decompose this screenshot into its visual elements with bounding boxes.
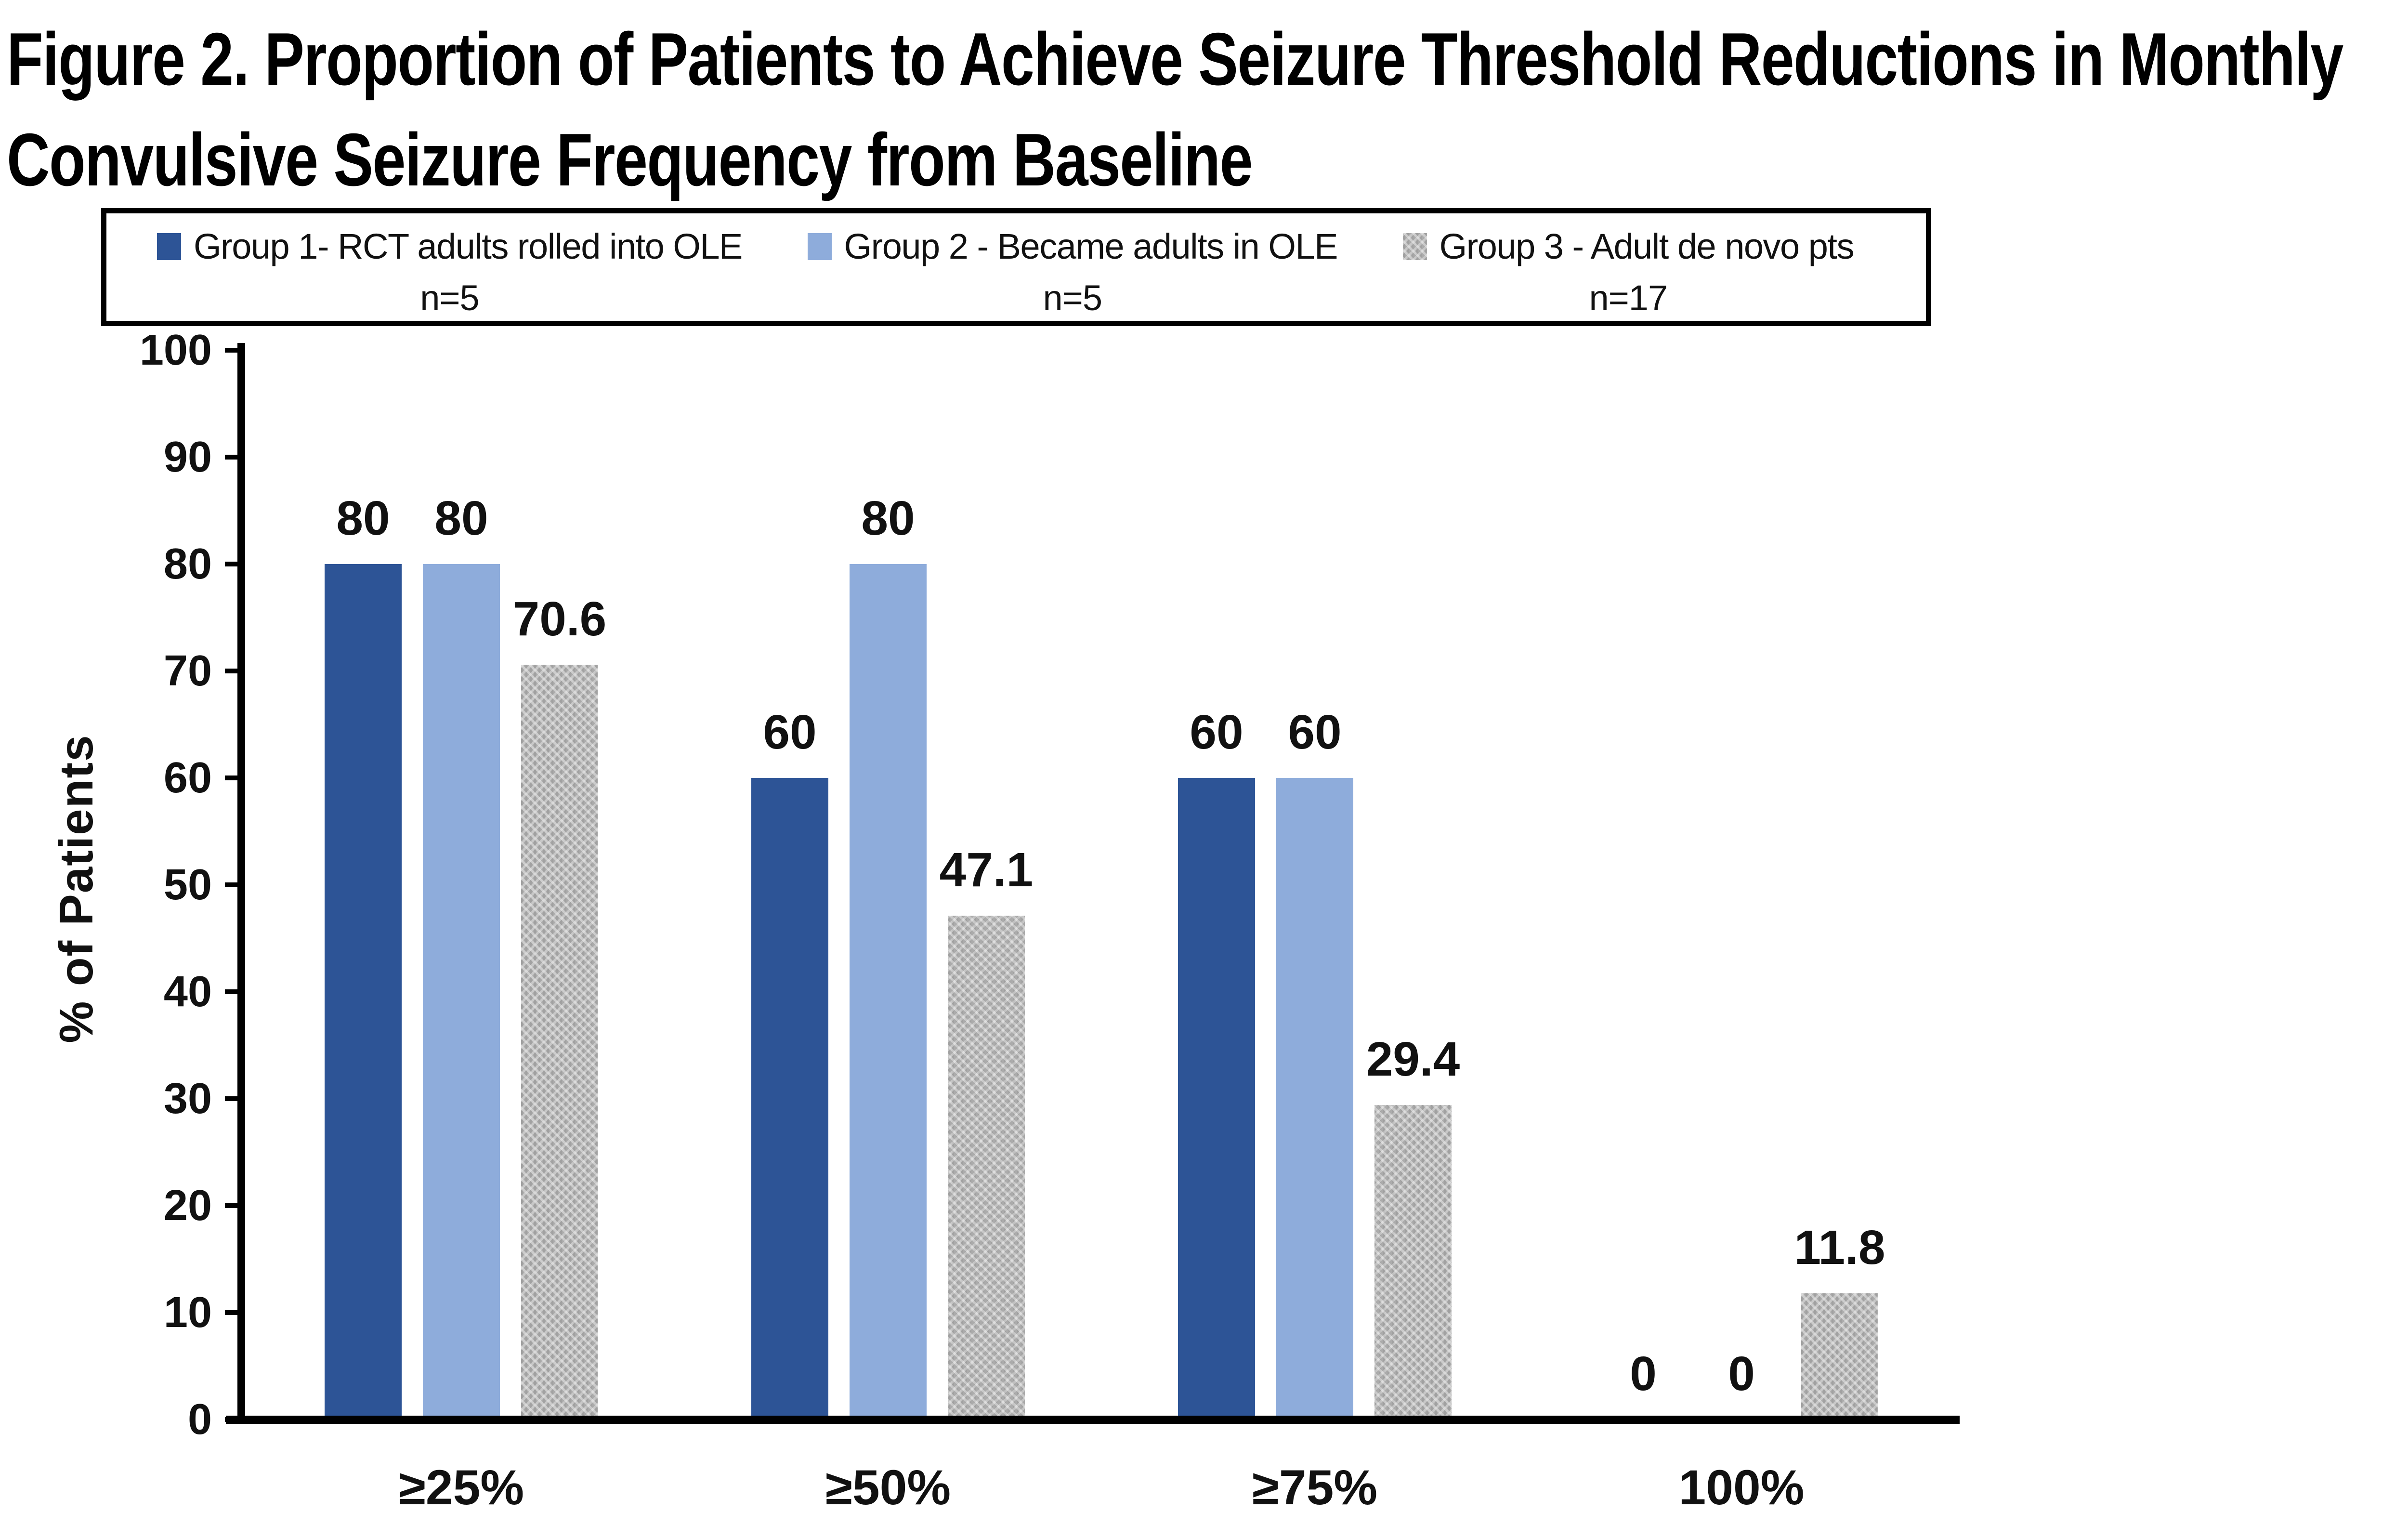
y-tick-label-30: 30 [163, 1075, 212, 1123]
y-tick-label-40: 40 [163, 968, 212, 1016]
bar-group1-cat1 [325, 564, 402, 1420]
y-tick-label-10: 10 [163, 1288, 212, 1337]
y-tick-mark-10 [225, 1310, 245, 1315]
y-tick-mark-60 [225, 776, 245, 780]
legend-item-group3: Group 3 - Adult de novo pts n=17 [1402, 226, 1855, 318]
y-tick-mark-70 [225, 669, 245, 673]
bar-value-label-group2-cat1: 80 [434, 491, 488, 545]
y-tick-label-0: 0 [187, 1395, 212, 1444]
x-category-label-4: 100% [1678, 1460, 1805, 1515]
bar-group3-cat4 [1801, 1293, 1878, 1420]
legend-label-group2: Group 2 - Became adults in OLE [844, 226, 1338, 266]
x-category-label-2: ≥50% [825, 1460, 951, 1515]
legend-row-group1: Group 1- RCT adults rolled into OLE [157, 226, 743, 267]
bar-group1-cat2 [751, 778, 828, 1420]
y-tick-label-20: 20 [163, 1182, 212, 1230]
bar-value-label-group3-cat3: 29.4 [1366, 1032, 1460, 1087]
y-axis-line [237, 343, 245, 1423]
figure-title-line1: Figure 2. Proportion of Patients to Achi… [7, 17, 2343, 101]
legend-row-group2: Group 2 - Became adults in OLE [807, 226, 1338, 267]
bar-value-label-group1-cat2: 60 [763, 705, 817, 759]
legend-label-group1: Group 1- RCT adults rolled into OLE [194, 226, 743, 266]
y-tick-mark-80 [225, 562, 245, 566]
x-category-label-1: ≥25% [398, 1460, 524, 1515]
bar-value-label-group1-cat3: 60 [1190, 705, 1243, 759]
y-tick-label-60: 60 [163, 754, 212, 802]
figure-title: Figure 2. Proportion of Patients to Achi… [7, 9, 2343, 210]
legend-n-group2: n=5 [1043, 278, 1102, 318]
bar-value-label-group3-cat1: 70.6 [512, 592, 607, 646]
figure-title-line2: Convulsive Seizure Frequency from Baseli… [7, 118, 1253, 202]
bar-value-label-group3-cat4: 11.8 [1794, 1221, 1885, 1275]
y-tick-mark-100 [225, 348, 245, 353]
legend-swatch-icon-group2 [807, 233, 832, 260]
y-tick-mark-50 [225, 882, 245, 887]
legend-swatch-icon-group1 [157, 233, 181, 260]
y-tick-mark-40 [225, 989, 245, 994]
bar-value-label-group2-cat2: 80 [861, 491, 915, 545]
legend-n-group3: n=17 [1589, 278, 1668, 318]
bar-group2-cat1 [423, 564, 500, 1420]
bar-group3-cat3 [1374, 1105, 1452, 1420]
y-tick-label-90: 90 [163, 433, 212, 481]
legend-swatch-icon-group3 [1402, 233, 1427, 260]
bar-group3-cat1 [521, 664, 598, 1420]
y-tick-label-100: 100 [139, 326, 212, 374]
bar-group2-cat3 [1276, 778, 1353, 1420]
bar-group3-cat2 [948, 916, 1025, 1420]
bar-group2-cat2 [850, 564, 927, 1420]
bar-value-label-group2-cat4: 0 [1728, 1347, 1755, 1401]
y-tick-label-80: 80 [163, 540, 212, 588]
legend: Group 1- RCT adults rolled into OLE n=5 Gr… [101, 208, 1931, 326]
y-tick-mark-30 [225, 1096, 245, 1101]
legend-item-group1: Group 1- RCT adults rolled into OLE n=5 [157, 226, 743, 318]
y-tick-label-50: 50 [163, 861, 212, 909]
x-axis-line [226, 1416, 1960, 1424]
bar-value-label-group2-cat3: 60 [1288, 705, 1342, 759]
legend-n-group1: n=5 [420, 278, 480, 318]
y-tick-mark-90 [225, 455, 245, 460]
x-category-label-3: ≥75% [1252, 1460, 1378, 1515]
bar-group1-cat3 [1178, 778, 1255, 1420]
y-tick-mark-20 [225, 1203, 245, 1208]
bar-value-label-group1-cat1: 80 [336, 491, 390, 545]
bar-value-label-group1-cat4: 0 [1630, 1347, 1657, 1401]
bar-value-label-group3-cat2: 47.1 [939, 843, 1034, 897]
legend-row-group3: Group 3 - Adult de novo pts [1402, 226, 1855, 267]
legend-item-group2: Group 2 - Became adults in OLE n=5 [807, 226, 1338, 318]
legend-label-group3: Group 3 - Adult de novo pts [1439, 226, 1855, 266]
plot-area: 80 80 70.6 60 80 47.1 60 60 29.4 0 0 11.8 [245, 350, 1960, 1420]
y-tick-label-70: 70 [163, 647, 212, 695]
